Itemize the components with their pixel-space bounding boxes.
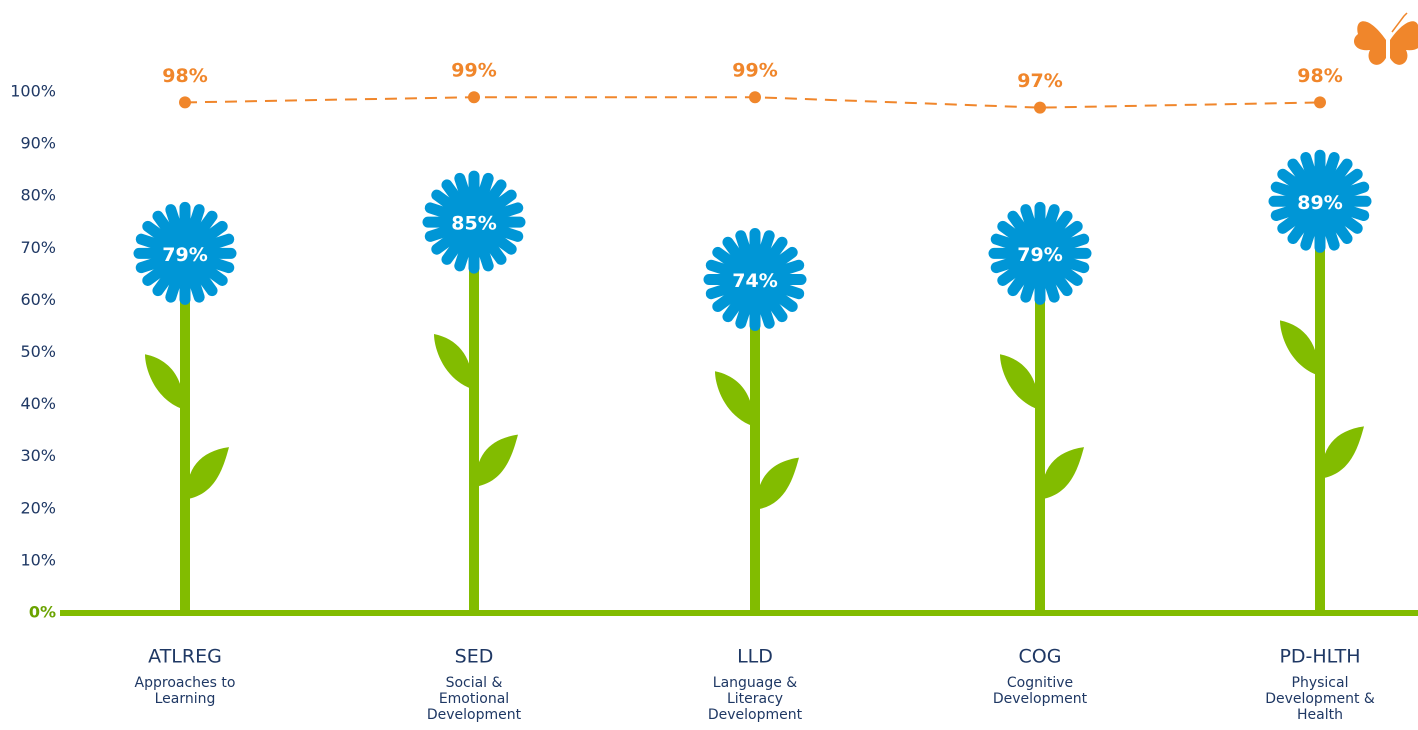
value-label: 97% bbox=[1017, 70, 1062, 92]
line-point bbox=[1314, 96, 1326, 109]
category-label: LLD bbox=[737, 646, 773, 668]
category-description: Development bbox=[708, 707, 803, 723]
leaf bbox=[756, 457, 799, 510]
y-tick-label: 10% bbox=[20, 550, 56, 569]
category-label: ATLREG bbox=[148, 646, 222, 668]
leaf bbox=[715, 371, 754, 427]
value-label: 98% bbox=[1297, 65, 1342, 87]
flower: 85% bbox=[422, 170, 526, 613]
flower-center bbox=[721, 245, 789, 314]
stem bbox=[1035, 253, 1045, 613]
line-point bbox=[1034, 101, 1046, 114]
y-tick-label: 70% bbox=[20, 238, 56, 257]
category-description: Cognitive bbox=[1007, 675, 1073, 691]
y-tick-label: 50% bbox=[20, 342, 56, 361]
y-tick-label: 60% bbox=[20, 290, 56, 309]
y-tick-label: 80% bbox=[20, 186, 56, 205]
leaf bbox=[1280, 320, 1319, 376]
flower: 89% bbox=[1268, 149, 1372, 613]
y-tick-label: 0% bbox=[29, 603, 56, 622]
value-label: 79% bbox=[1017, 244, 1062, 266]
category-description: Social & bbox=[446, 675, 503, 691]
y-tick-label: 90% bbox=[20, 134, 56, 153]
flower-center bbox=[151, 219, 219, 288]
y-tick-label: 30% bbox=[20, 446, 56, 465]
category-description: Health bbox=[1297, 707, 1343, 723]
leaf bbox=[434, 333, 473, 389]
flower: 74% bbox=[703, 227, 807, 613]
flower: 79% bbox=[133, 201, 237, 613]
value-label: 74% bbox=[732, 270, 777, 292]
leaf bbox=[145, 354, 184, 410]
leaf bbox=[1000, 354, 1039, 410]
y-tick-label: 100% bbox=[10, 82, 56, 101]
stem bbox=[469, 222, 479, 613]
category-description: Approaches to bbox=[135, 675, 236, 691]
leaf bbox=[1041, 447, 1084, 500]
leaf bbox=[1321, 426, 1364, 479]
flower-center bbox=[1286, 167, 1354, 236]
category-description: Language & bbox=[713, 675, 798, 691]
category-description: Emotional bbox=[439, 691, 509, 707]
flower-center bbox=[440, 188, 508, 257]
category-label: PD-HLTH bbox=[1279, 646, 1360, 668]
category-label: COG bbox=[1019, 646, 1062, 668]
stem bbox=[750, 279, 760, 613]
value-label: 85% bbox=[451, 213, 496, 235]
category-description: Development & bbox=[1265, 691, 1375, 707]
value-label: 99% bbox=[732, 60, 777, 82]
value-label: 89% bbox=[1297, 192, 1342, 214]
category-description: Development bbox=[427, 707, 522, 723]
y-tick-label: 20% bbox=[20, 498, 56, 517]
flower: 79% bbox=[988, 201, 1092, 613]
category-description: Physical bbox=[1292, 675, 1349, 691]
leaf bbox=[475, 434, 518, 487]
value-label: 98% bbox=[162, 65, 207, 87]
line-point bbox=[749, 91, 761, 104]
butterfly bbox=[1354, 12, 1418, 65]
value-label: 79% bbox=[162, 244, 207, 266]
line-point bbox=[179, 96, 191, 109]
category-description: Learning bbox=[155, 691, 216, 707]
y-tick-label: 40% bbox=[20, 394, 56, 413]
category-description: Literacy bbox=[727, 691, 783, 707]
line-point bbox=[468, 91, 480, 104]
flower-center bbox=[1006, 219, 1074, 288]
stem bbox=[180, 253, 190, 613]
category-label: SED bbox=[455, 646, 494, 668]
stem bbox=[1315, 201, 1325, 613]
leaf bbox=[186, 447, 229, 500]
value-label: 99% bbox=[451, 60, 496, 82]
category-description: Development bbox=[993, 691, 1088, 707]
